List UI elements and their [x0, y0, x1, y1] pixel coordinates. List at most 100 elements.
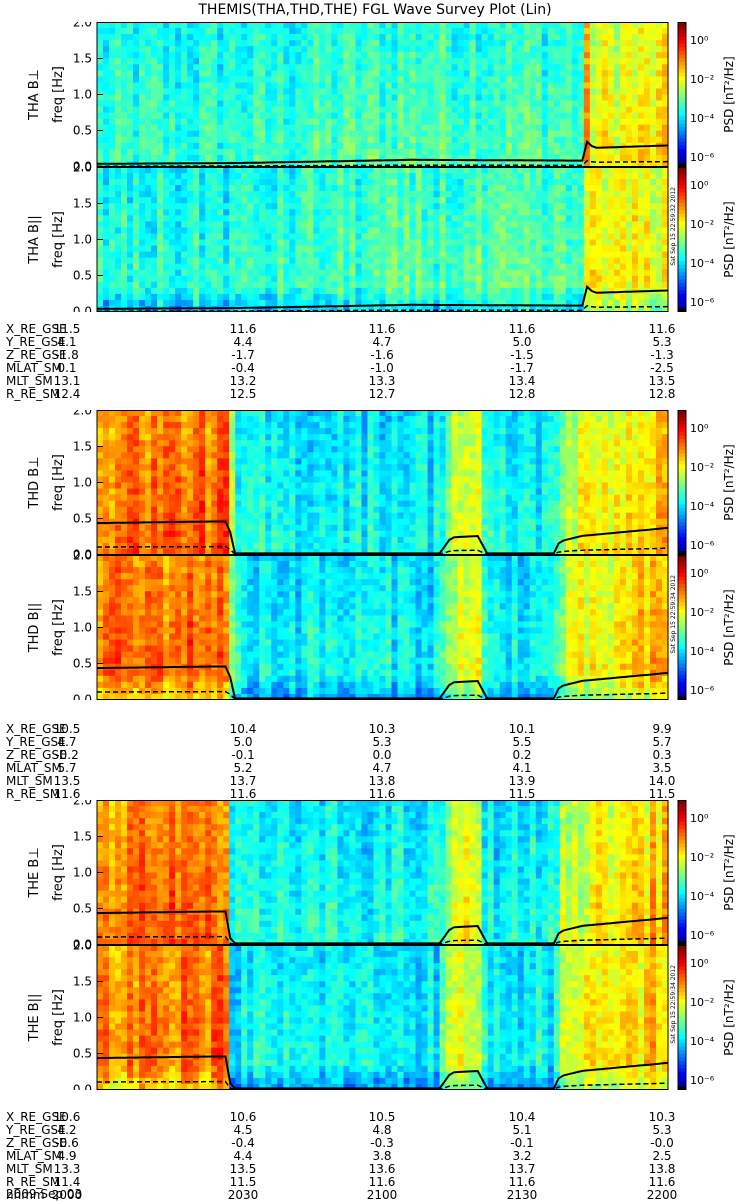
- heatmap-cell: [271, 294, 278, 301]
- heatmap-cell: [620, 233, 627, 240]
- heatmap-cell: [398, 119, 405, 126]
- heatmap-cell: [241, 233, 248, 240]
- heatmap-cell: [247, 197, 254, 204]
- heatmap-cell: [614, 58, 621, 65]
- heatmap-cell: [169, 434, 176, 441]
- heatmap-cell: [500, 288, 507, 295]
- heatmap-cell: [638, 28, 645, 35]
- heatmap-cell: [422, 76, 429, 83]
- heatmap-cell: [133, 203, 140, 210]
- heatmap-cell: [626, 64, 633, 71]
- heatmap-cell: [157, 191, 164, 198]
- heatmap-cell: [157, 464, 164, 471]
- heatmap-cell: [626, 185, 633, 192]
- heatmap-cell: [464, 40, 471, 47]
- heatmap-cell: [656, 131, 663, 138]
- heatmap-cell: [626, 119, 633, 126]
- heatmap-cell: [241, 246, 248, 253]
- heatmap-cell: [139, 428, 146, 435]
- heatmap-cell: [524, 125, 531, 132]
- heatmap-cell: [428, 233, 435, 240]
- heatmap-cell: [271, 270, 278, 277]
- heatmap-cell: [157, 476, 164, 483]
- heatmap-cell: [169, 203, 176, 210]
- heatmap-cell: [572, 221, 579, 228]
- heatmap-cell: [277, 209, 284, 216]
- heatmap-cell: [193, 70, 200, 77]
- heatmap-cell: [355, 258, 362, 265]
- heatmap-cell: [145, 288, 152, 295]
- heatmap-cell: [103, 452, 110, 459]
- heatmap-cell: [259, 185, 266, 192]
- heatmap-cell: [602, 197, 609, 204]
- heatmap-cell: [434, 240, 441, 247]
- heatmap-cell: [253, 282, 260, 289]
- heatmap-cell: [139, 179, 146, 186]
- heatmap-cell: [379, 28, 386, 35]
- heatmap-cell: [590, 125, 597, 132]
- heatmap-cell: [259, 276, 266, 283]
- heatmap-cell: [295, 88, 302, 95]
- heatmap-cell: [446, 107, 453, 114]
- heatmap-cell: [614, 203, 621, 210]
- heatmap-cell: [151, 131, 158, 138]
- heatmap-cell: [620, 203, 627, 210]
- heatmap-cell: [476, 179, 483, 186]
- heatmap-cell: [440, 107, 447, 114]
- heatmap-cell: [163, 513, 170, 520]
- heatmap-cell: [301, 64, 308, 71]
- heatmap-cell: [452, 258, 459, 265]
- heatmap-cell: [253, 215, 260, 222]
- heatmap-cell: [253, 119, 260, 126]
- heatmap-cell: [127, 46, 134, 53]
- heatmap-cell: [319, 246, 326, 253]
- heatmap-cell: [566, 270, 573, 277]
- heatmap-cell: [295, 76, 302, 83]
- heatmap-cell: [548, 46, 555, 53]
- heatmap-cell: [367, 288, 374, 295]
- heatmap-cell: [367, 131, 374, 138]
- heatmap-cell: [151, 537, 158, 544]
- heatmap-cell: [620, 131, 627, 138]
- heatmap-cell: [506, 125, 513, 132]
- heatmap-cell: [506, 227, 513, 234]
- heatmap-cell: [446, 40, 453, 47]
- heatmap-cell: [379, 282, 386, 289]
- heatmap-cell: [235, 149, 242, 156]
- heatmap-cell: [392, 40, 399, 47]
- heatmap-cell: [199, 155, 206, 162]
- heatmap-cell: [518, 58, 525, 65]
- heatmap-cell: [578, 264, 585, 271]
- heatmap-cell: [602, 52, 609, 59]
- heatmap-cell: [325, 64, 332, 71]
- heatmap-cell: [355, 82, 362, 89]
- heatmap-cell: [217, 215, 224, 222]
- heatmap-cell: [259, 155, 266, 162]
- heatmap-cell: [422, 137, 429, 144]
- heatmap-cell: [139, 288, 146, 295]
- heatmap-cell: [103, 464, 110, 471]
- heatmap-cell: [187, 28, 194, 35]
- heatmap-cell: [151, 82, 158, 89]
- heatmap-cell: [626, 209, 633, 216]
- heatmap-cell: [422, 264, 429, 271]
- heatmap-cell: [608, 46, 615, 53]
- heatmap-cell: [373, 185, 380, 192]
- heatmap-cell: [488, 64, 495, 71]
- heatmap-cell: [404, 52, 411, 59]
- heatmap-cells: [97, 167, 669, 312]
- heatmap-cell: [632, 173, 639, 180]
- heatmap-cell: [217, 185, 224, 192]
- heatmap-cell: [361, 288, 368, 295]
- heatmap-cell: [620, 191, 627, 198]
- heatmap-cell: [235, 246, 242, 253]
- heatmap-cell: [584, 40, 591, 47]
- heatmap-cell: [452, 270, 459, 277]
- heatmap-cell: [127, 233, 134, 240]
- heatmap-cell: [518, 258, 525, 265]
- heatmap-cell: [325, 88, 332, 95]
- heatmap-cell: [410, 113, 417, 120]
- heatmap-cell: [247, 294, 254, 301]
- heatmap-cell: [379, 258, 386, 265]
- heatmap-cell: [343, 125, 350, 132]
